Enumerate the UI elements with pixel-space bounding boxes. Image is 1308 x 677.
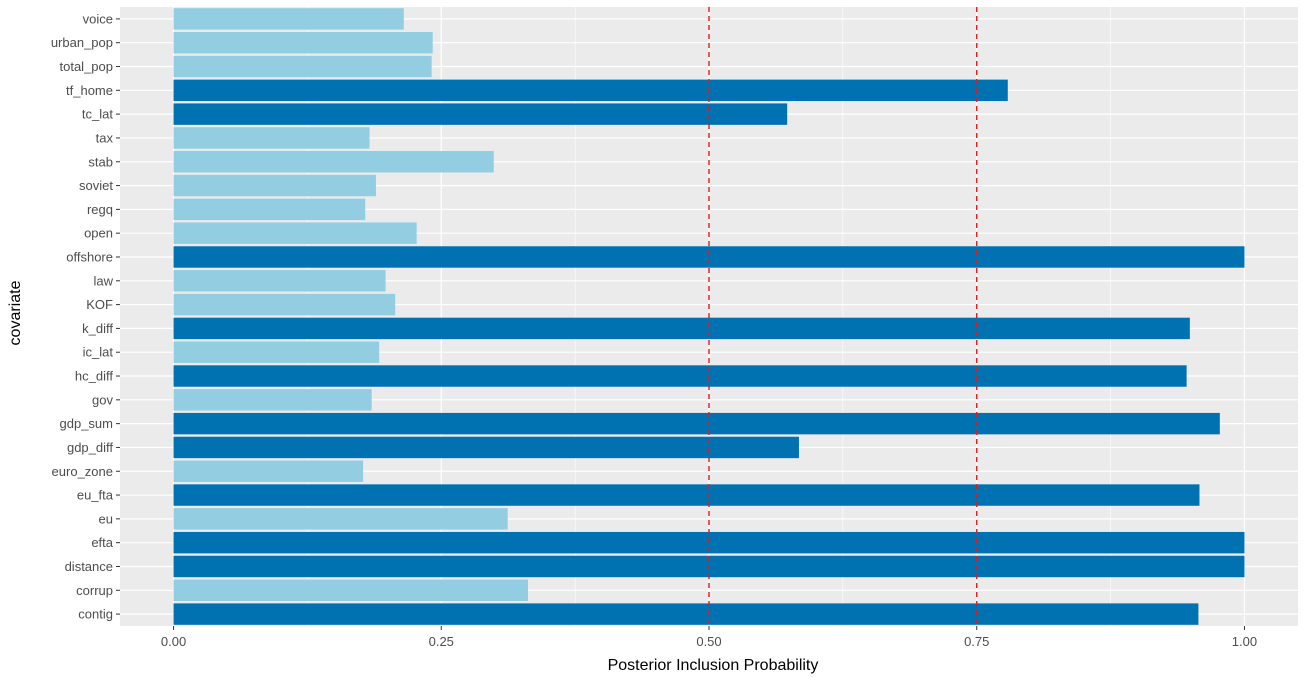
bar-gdp_sum [173,412,1220,435]
bar-hc_diff [173,365,1187,387]
bar-euro_zone [173,460,364,482]
x-tick-label: 0.00 [161,634,186,649]
y-tick-label: offshore [66,249,113,264]
reference-lines [708,7,978,626]
x-tick-label: 0.25 [429,634,454,649]
y-tick-label: ic_lat [83,345,114,360]
y-tick-label: tax [96,130,114,145]
bar-gdp_diff [173,436,799,459]
bar-regq [173,198,366,221]
y-tick-label: k_diff [82,321,113,336]
bar-stab [173,151,494,173]
bar-tc_lat [173,103,788,125]
bar-open [173,222,417,244]
y-tick-label: KOF [86,297,113,312]
bar-ic_lat [173,341,380,363]
y-tick-label: gov [92,392,113,407]
bar-eu_fta [173,484,1200,506]
y-tick-label: euro_zone [52,464,113,479]
bar-eu [173,508,508,530]
y-tick-label: voice [83,11,113,26]
y-tick-label: contig [78,607,113,622]
bar-k_diff [173,317,1190,340]
y-tick-label: urban_pop [51,35,113,50]
y-tick-label: open [84,226,113,241]
bar-voice [173,8,404,30]
bar-contig [173,603,1199,625]
y-tick-label: gdp_diff [67,440,113,455]
x-tick-label: 1.00 [1232,634,1257,649]
bar-offshore [173,246,1245,268]
y-tick-label: regq [87,202,113,217]
bar-urban_pop [173,31,433,54]
bar-law [173,270,386,292]
y-tick-label: distance [65,559,113,574]
x-tick-label: 0.50 [696,634,721,649]
y-tick-label: tc_lat [82,107,113,122]
y-tick-label: tf_home [66,83,113,98]
x-axis: 0.00 0.25 0.50 0.75 1.00 [161,626,1257,649]
y-tick-label: total_pop [60,59,114,74]
y-tick-label: law [93,273,113,288]
bar-gov [173,389,372,411]
y-tick-label: stab [88,154,113,169]
bar-tf_home [173,79,1008,102]
y-axis-title: covariate [7,280,24,345]
y-tick-label: soviet [79,178,113,193]
bar-soviet [173,174,376,197]
y-tick-label: eu_fta [77,488,114,503]
bar-corrup [173,579,529,602]
y-tick-label: eu [99,511,113,526]
y-tick-label: hc_diff [75,369,113,384]
y-tick-label: efta [91,535,113,550]
x-tick-label: 0.75 [964,634,989,649]
bar-KOF [173,293,396,316]
x-axis-title: Posterior Inclusion Probability [608,657,819,674]
y-tick-label: gdp_sum [60,416,113,431]
bar-total_pop [173,55,432,78]
bar-tax [173,127,370,149]
y-tick-label: corrup [76,583,113,598]
